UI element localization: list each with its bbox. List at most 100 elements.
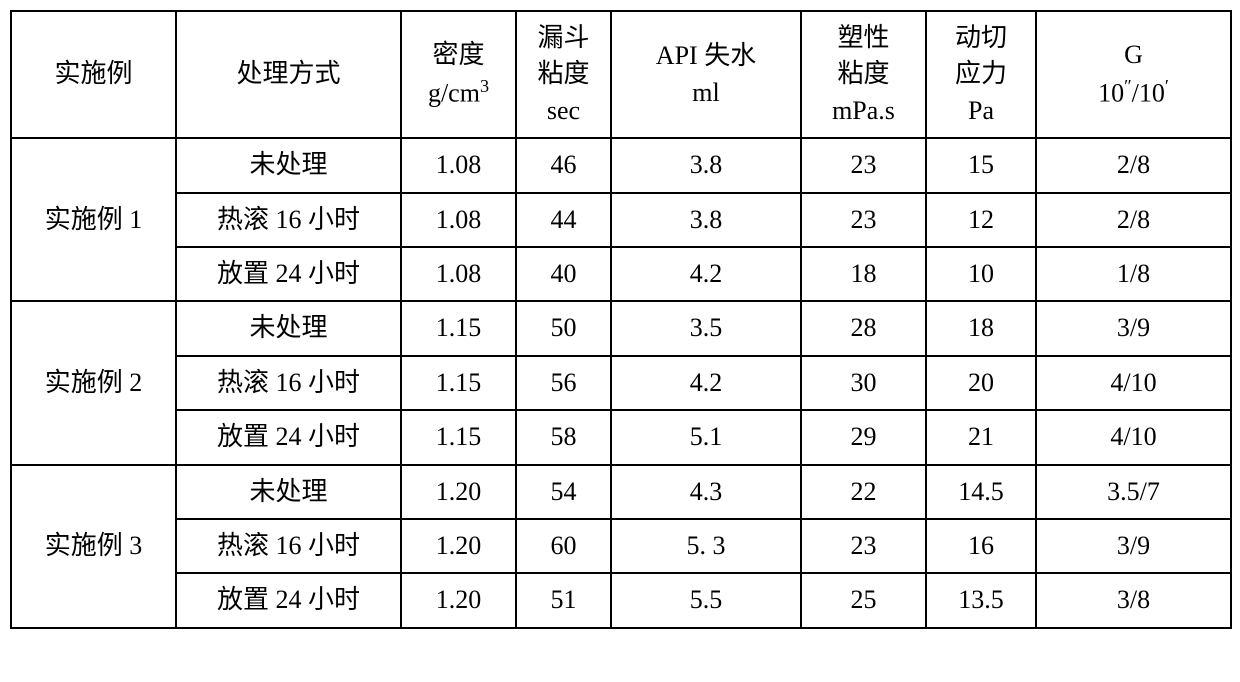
- cell-g: 4/10: [1036, 356, 1231, 410]
- cell-treatment: 未处理: [176, 465, 401, 519]
- cell-shear: 13.5: [926, 573, 1036, 627]
- cell-density: 1.08: [401, 138, 516, 192]
- header-density-unit: g/cm: [428, 78, 480, 107]
- cell-shear: 21: [926, 410, 1036, 464]
- cell-plastic: 28: [801, 301, 926, 355]
- cell-g: 2/8: [1036, 193, 1231, 247]
- cell-plastic: 29: [801, 410, 926, 464]
- cell-treatment: 热滚 16 小时: [176, 356, 401, 410]
- table-row: 实施例 3未处理1.20544.32214.53.5/7: [11, 465, 1231, 519]
- cell-treatment: 热滚 16 小时: [176, 519, 401, 573]
- cell-plastic: 23: [801, 193, 926, 247]
- table-row: 热滚 16 小时1.20605. 323163/9: [11, 519, 1231, 573]
- cell-g: 1/8: [1036, 247, 1231, 301]
- header-api-l2: ml: [692, 78, 719, 107]
- cell-treatment: 未处理: [176, 138, 401, 192]
- cell-funnel: 54: [516, 465, 611, 519]
- header-funnel-l2: 粘度: [537, 59, 589, 88]
- header-plastic-l2: 粘度: [837, 59, 889, 88]
- cell-g: 2/8: [1036, 138, 1231, 192]
- header-shear-l2: 应力: [955, 59, 1007, 88]
- cell-funnel: 60: [516, 519, 611, 573]
- cell-funnel: 58: [516, 410, 611, 464]
- table-body: 实施例 1未处理1.08463.823152/8热滚 16 小时1.08443.…: [11, 138, 1231, 628]
- table-row: 放置 24 小时1.08404.218101/8: [11, 247, 1231, 301]
- cell-plastic: 23: [801, 519, 926, 573]
- table-row: 放置 24 小时1.15585.129214/10: [11, 410, 1231, 464]
- cell-funnel: 56: [516, 356, 611, 410]
- cell-example: 实施例 2: [11, 301, 176, 464]
- header-density-label: 密度: [432, 40, 484, 69]
- header-plastic-l1: 塑性: [837, 23, 889, 52]
- cell-api: 5.1: [611, 410, 801, 464]
- header-example: 实施例: [11, 11, 176, 138]
- cell-treatment: 放置 24 小时: [176, 573, 401, 627]
- header-funnel: 漏斗 粘度 sec: [516, 11, 611, 138]
- table-row: 放置 24 小时1.20515.52513.53/8: [11, 573, 1231, 627]
- cell-api: 4.2: [611, 247, 801, 301]
- cell-shear: 18: [926, 301, 1036, 355]
- cell-api: 5. 3: [611, 519, 801, 573]
- cell-shear: 14.5: [926, 465, 1036, 519]
- cell-api: 4.3: [611, 465, 801, 519]
- cell-plastic: 22: [801, 465, 926, 519]
- cell-funnel: 40: [516, 247, 611, 301]
- cell-g: 3.5/7: [1036, 465, 1231, 519]
- cell-plastic: 18: [801, 247, 926, 301]
- cell-plastic: 25: [801, 573, 926, 627]
- cell-api: 3.5: [611, 301, 801, 355]
- cell-api: 3.8: [611, 138, 801, 192]
- header-density-sup: 3: [480, 76, 489, 96]
- cell-g: 4/10: [1036, 410, 1231, 464]
- drilling-fluid-properties-table: 实施例 处理方式 密度 g/cm3 漏斗 粘度 sec API 失水 ml 塑性…: [10, 10, 1232, 629]
- cell-plastic: 23: [801, 138, 926, 192]
- table-header-row: 实施例 处理方式 密度 g/cm3 漏斗 粘度 sec API 失水 ml 塑性…: [11, 11, 1231, 138]
- cell-treatment: 未处理: [176, 301, 401, 355]
- cell-api: 5.5: [611, 573, 801, 627]
- table-row: 实施例 1未处理1.08463.823152/8: [11, 138, 1231, 192]
- cell-density: 1.15: [401, 410, 516, 464]
- header-plastic-l3: mPa.s: [832, 96, 895, 125]
- table-row: 热滚 16 小时1.15564.230204/10: [11, 356, 1231, 410]
- header-shear: 动切 应力 Pa: [926, 11, 1036, 138]
- cell-funnel: 44: [516, 193, 611, 247]
- cell-density: 1.08: [401, 247, 516, 301]
- cell-shear: 15: [926, 138, 1036, 192]
- cell-example: 实施例 3: [11, 465, 176, 628]
- cell-g: 3/8: [1036, 573, 1231, 627]
- cell-api: 3.8: [611, 193, 801, 247]
- header-shear-l3: Pa: [968, 96, 994, 125]
- cell-funnel: 50: [516, 301, 611, 355]
- cell-shear: 20: [926, 356, 1036, 410]
- cell-shear: 12: [926, 193, 1036, 247]
- cell-treatment: 放置 24 小时: [176, 247, 401, 301]
- cell-density: 1.15: [401, 356, 516, 410]
- cell-shear: 10: [926, 247, 1036, 301]
- header-treatment: 处理方式: [176, 11, 401, 138]
- header-api: API 失水 ml: [611, 11, 801, 138]
- cell-api: 4.2: [611, 356, 801, 410]
- cell-shear: 16: [926, 519, 1036, 573]
- header-density: 密度 g/cm3: [401, 11, 516, 138]
- header-g: G 10″/10′: [1036, 11, 1231, 138]
- cell-g: 3/9: [1036, 519, 1231, 573]
- cell-density: 1.20: [401, 519, 516, 573]
- header-g-label: G: [1124, 40, 1143, 69]
- header-shear-l1: 动切: [955, 23, 1007, 52]
- cell-g: 3/9: [1036, 301, 1231, 355]
- header-funnel-l1: 漏斗: [537, 23, 589, 52]
- cell-funnel: 51: [516, 573, 611, 627]
- cell-plastic: 30: [801, 356, 926, 410]
- cell-density: 1.20: [401, 573, 516, 627]
- header-g-unit-pre: 10: [1098, 78, 1124, 107]
- cell-example: 实施例 1: [11, 138, 176, 301]
- header-g-unit-sup1: ″: [1124, 76, 1132, 96]
- cell-density: 1.20: [401, 465, 516, 519]
- header-g-unit-mid: /10: [1132, 78, 1165, 107]
- header-api-l1: API 失水: [656, 41, 756, 70]
- cell-treatment: 放置 24 小时: [176, 410, 401, 464]
- header-plastic: 塑性 粘度 mPa.s: [801, 11, 926, 138]
- header-funnel-l3: sec: [547, 96, 580, 125]
- header-g-unit-sup2: ′: [1165, 76, 1169, 96]
- cell-treatment: 热滚 16 小时: [176, 193, 401, 247]
